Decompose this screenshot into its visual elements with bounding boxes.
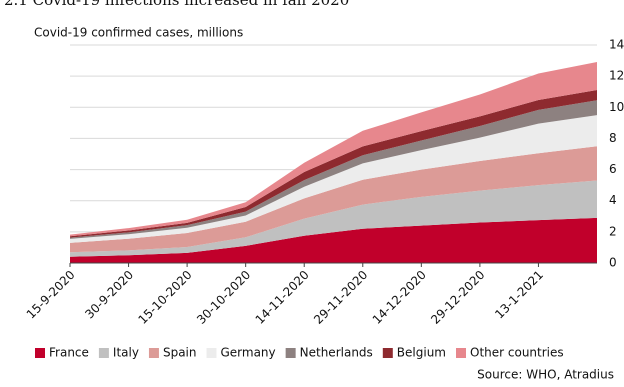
x-tick-label: 14-11-2020 [253, 268, 312, 327]
legend-swatch [382, 348, 393, 358]
area [70, 217, 597, 263]
chart-subtitle: Covid-19 confirmed cases, millions [34, 26, 243, 40]
x-tick-label: 14-12-2020 [370, 268, 429, 327]
legend-swatch [285, 348, 296, 358]
y-tick-label: 6 [609, 162, 617, 176]
area [70, 100, 597, 239]
y-tick-label: 4 [609, 193, 617, 207]
legend-label: Spain [163, 346, 197, 360]
x-tick-label: 29-12-2020 [428, 268, 487, 327]
area [70, 115, 597, 243]
x-tick-label: 30-9-2020 [82, 268, 136, 322]
area [70, 90, 597, 238]
x-tick-label: 15-10-2020 [135, 268, 194, 327]
y-tick-label: 8 [609, 131, 617, 145]
y-tick-label: 12 [609, 69, 624, 83]
legend-label: France [49, 346, 89, 360]
legend-label: Italy [113, 346, 139, 360]
legend-swatch [35, 348, 45, 358]
area [70, 146, 597, 253]
x-tick-label: 15-9-2020 [24, 268, 78, 322]
x-tick-label: 30-10-2020 [194, 268, 253, 327]
y-tick-label: 2 [609, 224, 617, 238]
area [70, 61, 597, 237]
y-tick-label: 0 [609, 256, 617, 270]
legend-swatch [148, 348, 159, 358]
x-tick-label: 29-11-2020 [311, 268, 370, 327]
area [70, 180, 597, 257]
legend-swatch [206, 348, 217, 358]
legend-label: Germany [220, 346, 275, 360]
source-note: Source: WHO, Atradius [477, 368, 614, 382]
y-tick-label: 10 [609, 100, 624, 114]
legend-swatch [98, 348, 109, 358]
y-tick-label: 14 [609, 38, 624, 52]
legend-label: Belgium [397, 346, 446, 360]
legend-label: Netherlands [300, 346, 373, 360]
legend-label: Other countries [470, 346, 564, 360]
x-tick-label: 13-1-2021 [492, 268, 546, 322]
legend-swatch [456, 348, 466, 358]
chart-title: 2.1 Covid-19 infections increased in fal… [4, 0, 349, 9]
